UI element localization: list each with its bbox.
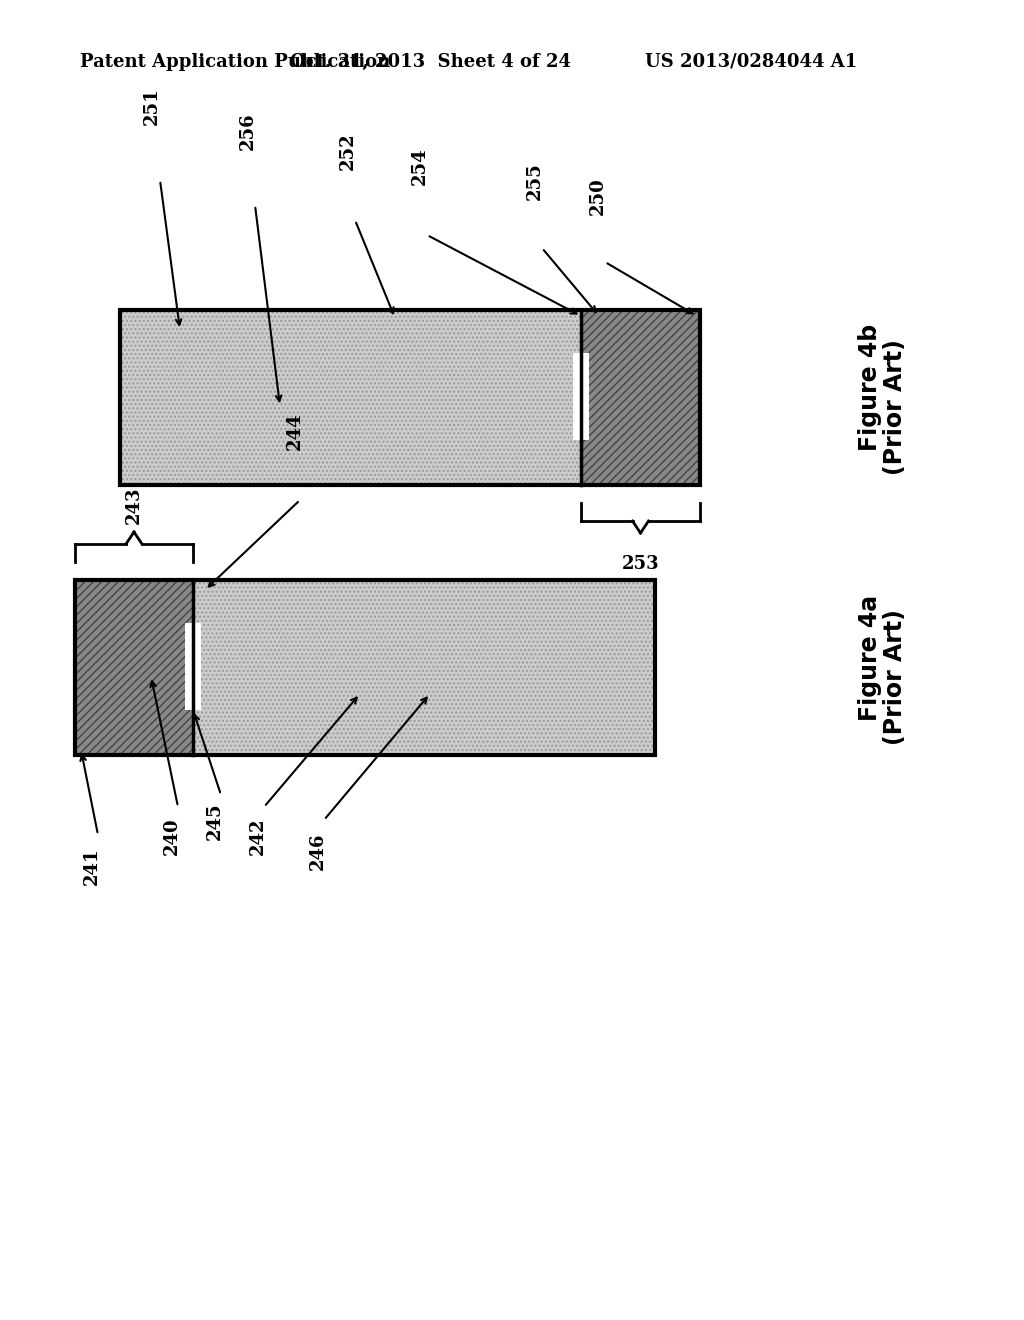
- Text: 255: 255: [526, 162, 544, 201]
- Text: 246: 246: [309, 833, 327, 870]
- Text: 241: 241: [83, 847, 101, 884]
- Text: 244: 244: [286, 412, 304, 450]
- Bar: [193, 579, 655, 755]
- Text: (Prior Art): (Prior Art): [883, 339, 907, 475]
- Bar: [75, 579, 193, 755]
- Text: 252: 252: [339, 132, 357, 170]
- Text: Figure 4b: Figure 4b: [858, 323, 882, 451]
- Bar: [120, 310, 700, 484]
- Text: Patent Application Publication: Patent Application Publication: [80, 53, 390, 71]
- Text: (Prior Art): (Prior Art): [883, 610, 907, 746]
- Bar: [75, 579, 655, 755]
- Text: 251: 251: [143, 87, 161, 125]
- Text: 245: 245: [206, 803, 224, 840]
- Text: 250: 250: [589, 177, 607, 215]
- Bar: [573, 352, 589, 440]
- Bar: [581, 310, 700, 484]
- Text: Oct. 31, 2013  Sheet 4 of 24: Oct. 31, 2013 Sheet 4 of 24: [290, 53, 570, 71]
- Text: 254: 254: [411, 148, 429, 185]
- Text: 256: 256: [239, 112, 257, 150]
- Text: US 2013/0284044 A1: US 2013/0284044 A1: [645, 53, 857, 71]
- Text: Figure 4a: Figure 4a: [858, 594, 882, 721]
- Bar: [185, 623, 201, 710]
- Bar: [120, 310, 581, 484]
- Text: 243: 243: [125, 487, 143, 524]
- Text: 242: 242: [249, 817, 267, 855]
- Text: 240: 240: [163, 817, 181, 855]
- Text: 253: 253: [622, 554, 659, 573]
